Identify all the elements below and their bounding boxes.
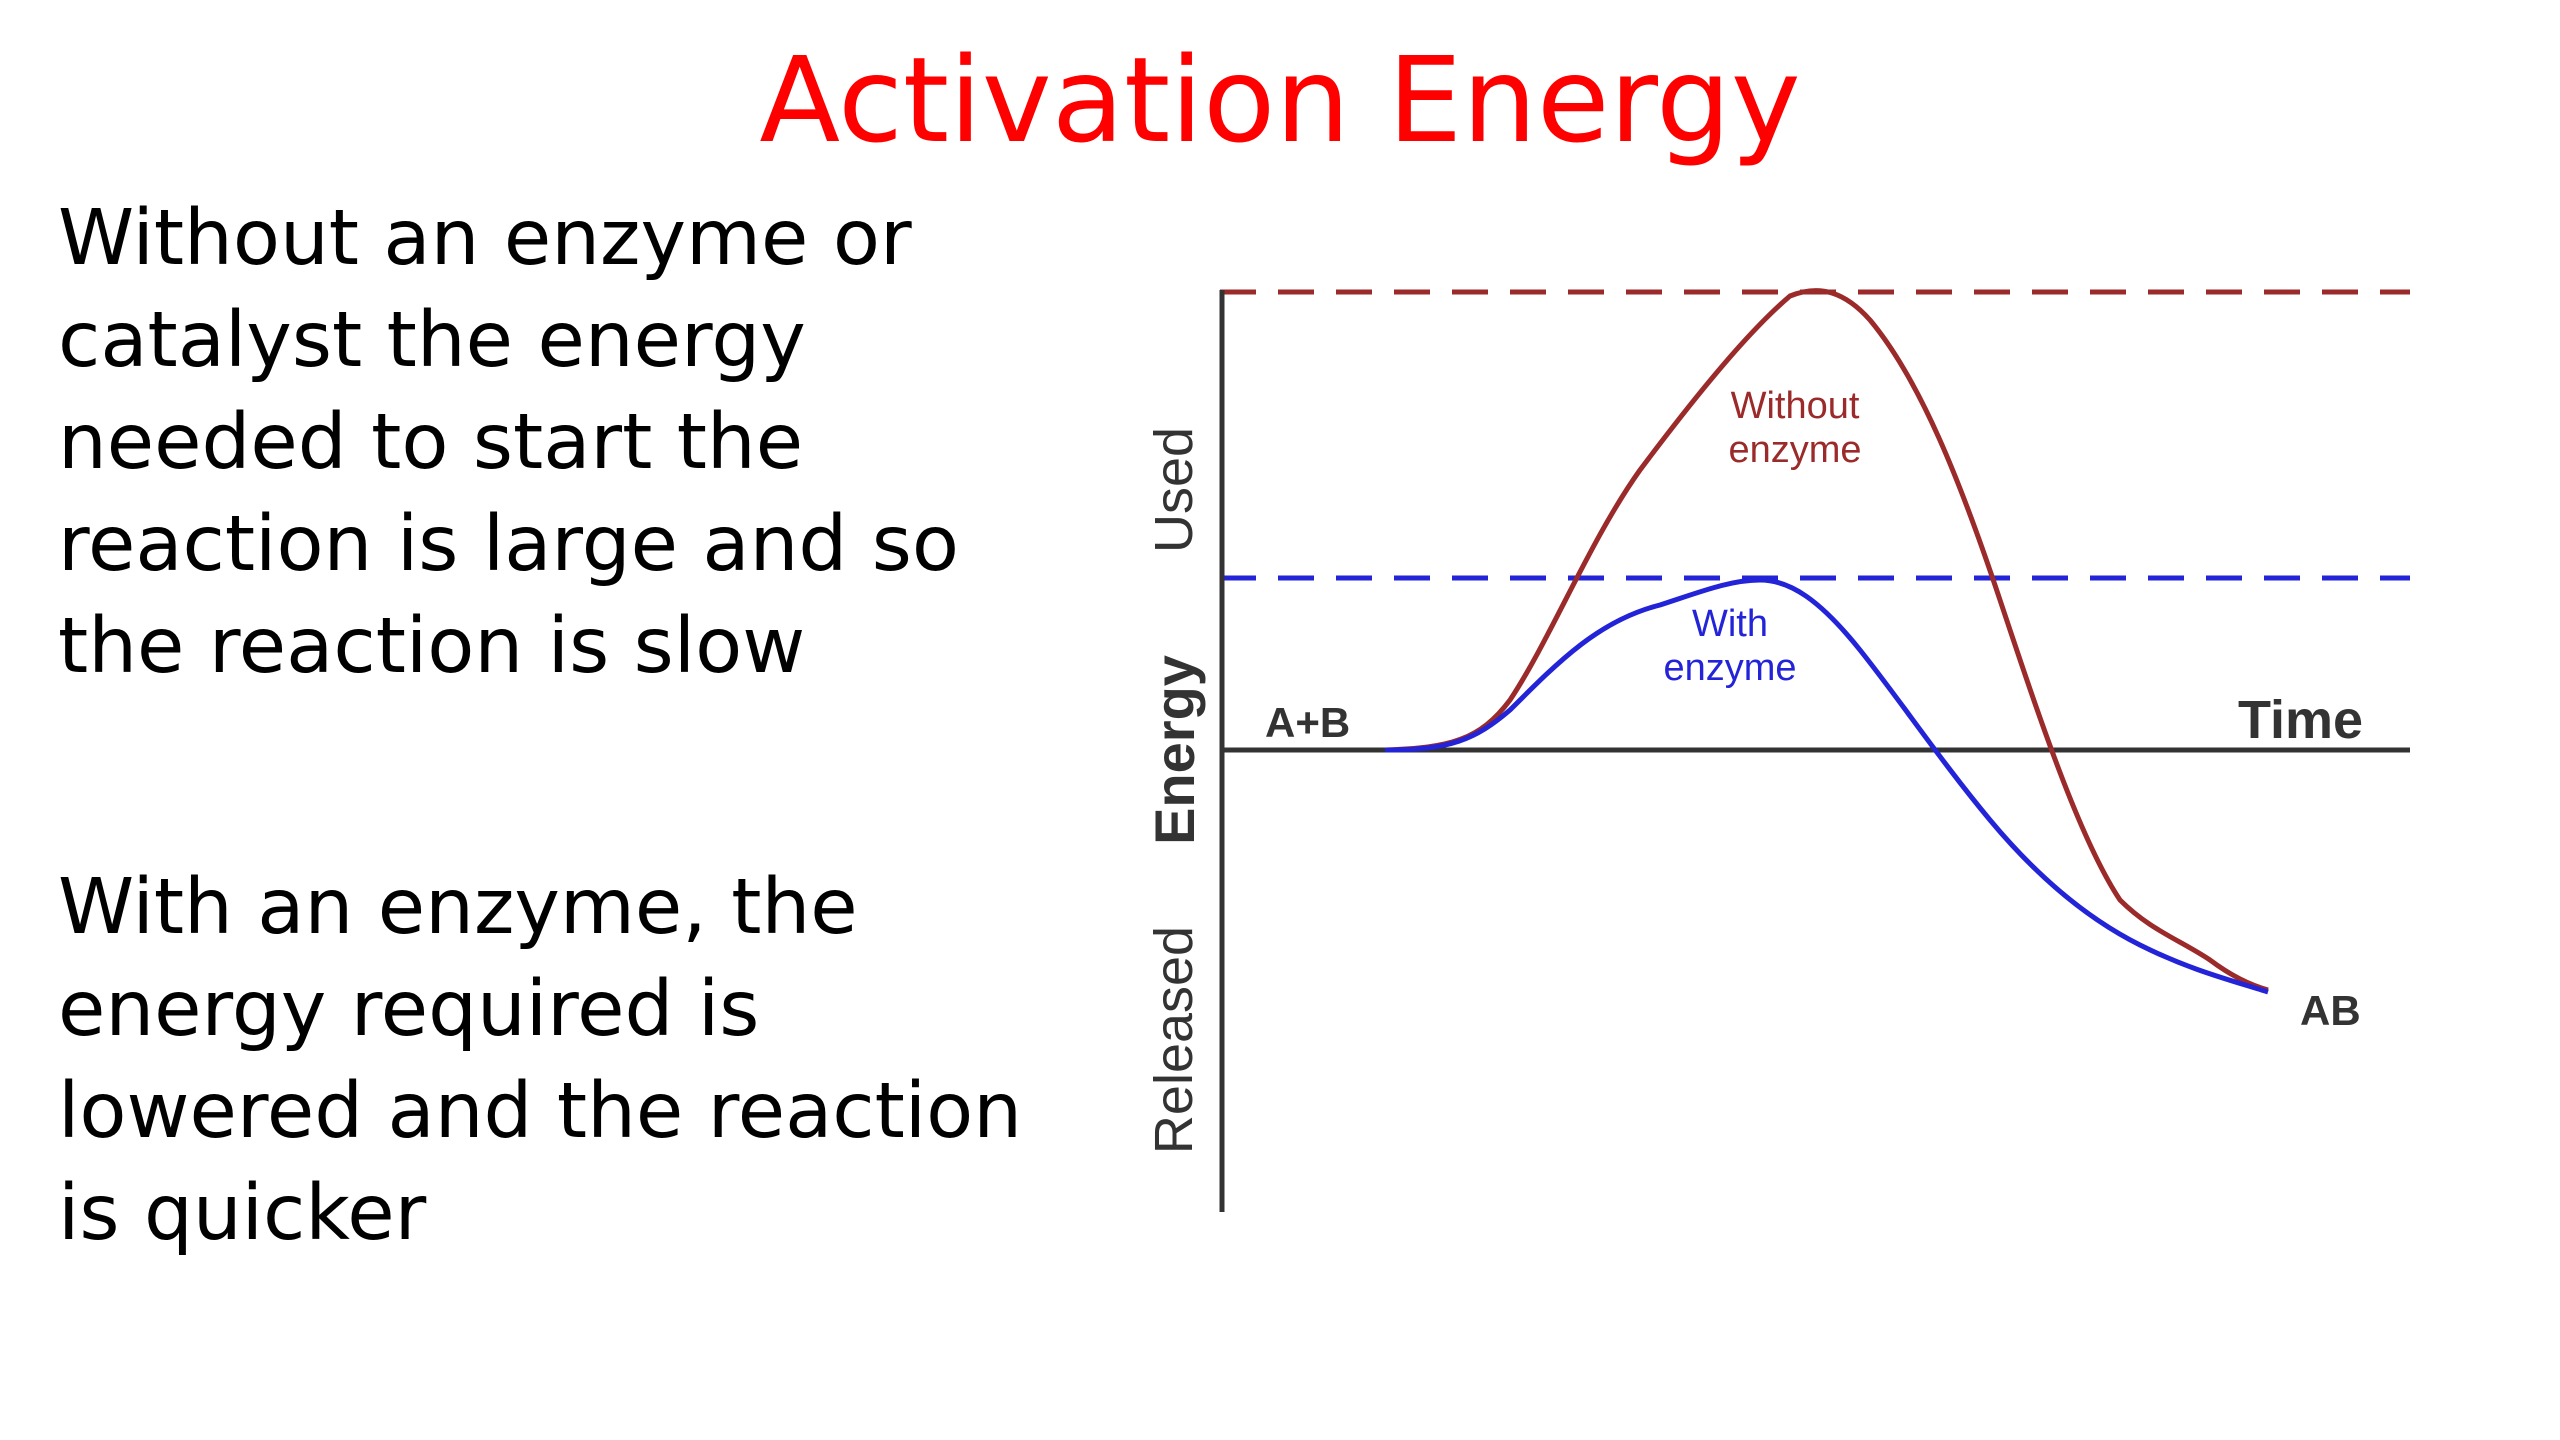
y-axis-label-used: Used [1144,427,1204,553]
with-enzyme-label-line1: With [1692,603,1768,645]
y-axis-label-released: Released [1144,926,1204,1154]
without-enzyme-label-line1: Without [1731,385,1860,427]
product-label: AB [2300,987,2361,1034]
paragraph-with-enzyme: With an enzyme, the energy required is l… [58,863,1023,1258]
slide-title: Activation Energy [759,31,1801,169]
activation-energy-diagram: Without enzyme With enzyme A+B Time AB U… [1143,288,2410,1212]
without-enzyme-label-line2: enzyme [1728,429,1861,471]
without-enzyme-curve [1384,288,2269,993]
paragraph-without-enzyme: Without an enzyme or catalyst the energy… [58,194,959,691]
with-enzyme-curve [1384,577,2269,995]
time-axis-label: Time [2238,690,2363,750]
with-enzyme-label-line2: enzyme [1663,647,1796,689]
reactants-label: A+B [1265,699,1350,746]
y-axis-label-energy: Energy [1143,655,1206,845]
